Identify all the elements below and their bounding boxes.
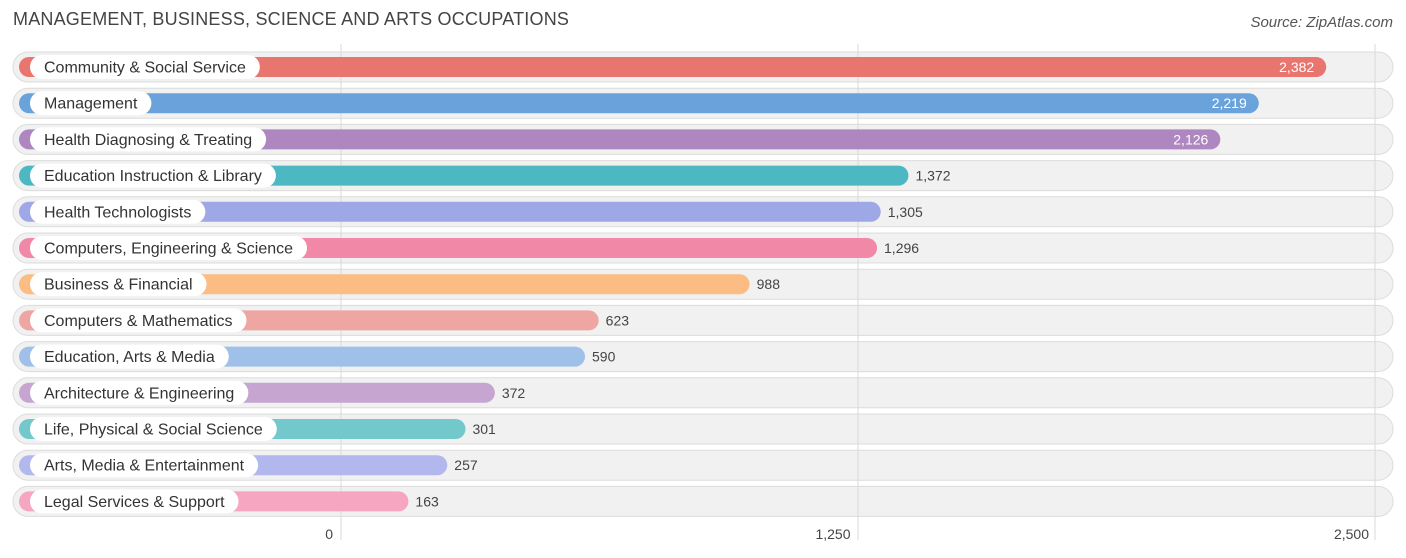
category-label: Education Instruction & Library [44, 168, 262, 185]
category-label: Life, Physical & Social Science [44, 422, 263, 439]
label-pill [30, 380, 249, 405]
value-label: 163 [415, 493, 439, 509]
value-label: 372 [502, 385, 526, 401]
value-label: 988 [757, 276, 781, 292]
label-pill [30, 55, 260, 79]
label-pill [30, 236, 308, 260]
category-label: Education, Arts & Media [44, 349, 215, 366]
label-pill [30, 489, 239, 514]
category-label: Computers, Engineering & Science [44, 241, 293, 258]
category-label: Arts, Media & Entertainment [44, 458, 245, 475]
label-pill [30, 308, 247, 333]
value-label: 2,219 [1212, 95, 1247, 111]
category-label: Architecture & Engineering [44, 385, 234, 402]
value-label: 590 [592, 349, 616, 365]
category-label: Community & Social Service [44, 60, 246, 77]
label-pill [30, 453, 259, 478]
label-pill [30, 344, 229, 369]
category-label: Health Diagnosing & Treating [44, 132, 252, 149]
category-label: Business & Financial [44, 277, 193, 294]
category-label: Computers & Mathematics [44, 313, 233, 330]
bar [19, 201, 881, 222]
value-label: 301 [472, 421, 496, 437]
bar [19, 57, 1327, 77]
tick-label: 1,250 [815, 526, 850, 542]
value-label: 623 [606, 312, 630, 328]
source-label: Source: ZipAtlas.com [1250, 14, 1393, 31]
category-label: Legal Services & Support [44, 494, 225, 511]
value-label: 2,382 [1279, 59, 1314, 75]
tick-label: 2,500 [1334, 526, 1369, 542]
bar [19, 129, 1221, 150]
label-pill [30, 199, 206, 224]
label-pill [30, 163, 276, 188]
value-label: 2,126 [1173, 131, 1208, 147]
bar [19, 93, 1259, 114]
category-label: Management [44, 96, 138, 113]
value-label: 257 [454, 457, 478, 473]
label-pill [30, 417, 277, 441]
tick-label: 0 [325, 526, 333, 542]
label-pill [30, 272, 207, 297]
category-label: Health Technologists [44, 204, 191, 221]
label-pill [30, 127, 267, 152]
label-pill [30, 91, 152, 116]
value-label: 1,305 [888, 204, 923, 220]
value-label: 1,296 [884, 240, 919, 256]
value-label: 1,372 [915, 168, 950, 184]
chart-title: MANAGEMENT, BUSINESS, SCIENCE AND ARTS O… [13, 9, 570, 29]
